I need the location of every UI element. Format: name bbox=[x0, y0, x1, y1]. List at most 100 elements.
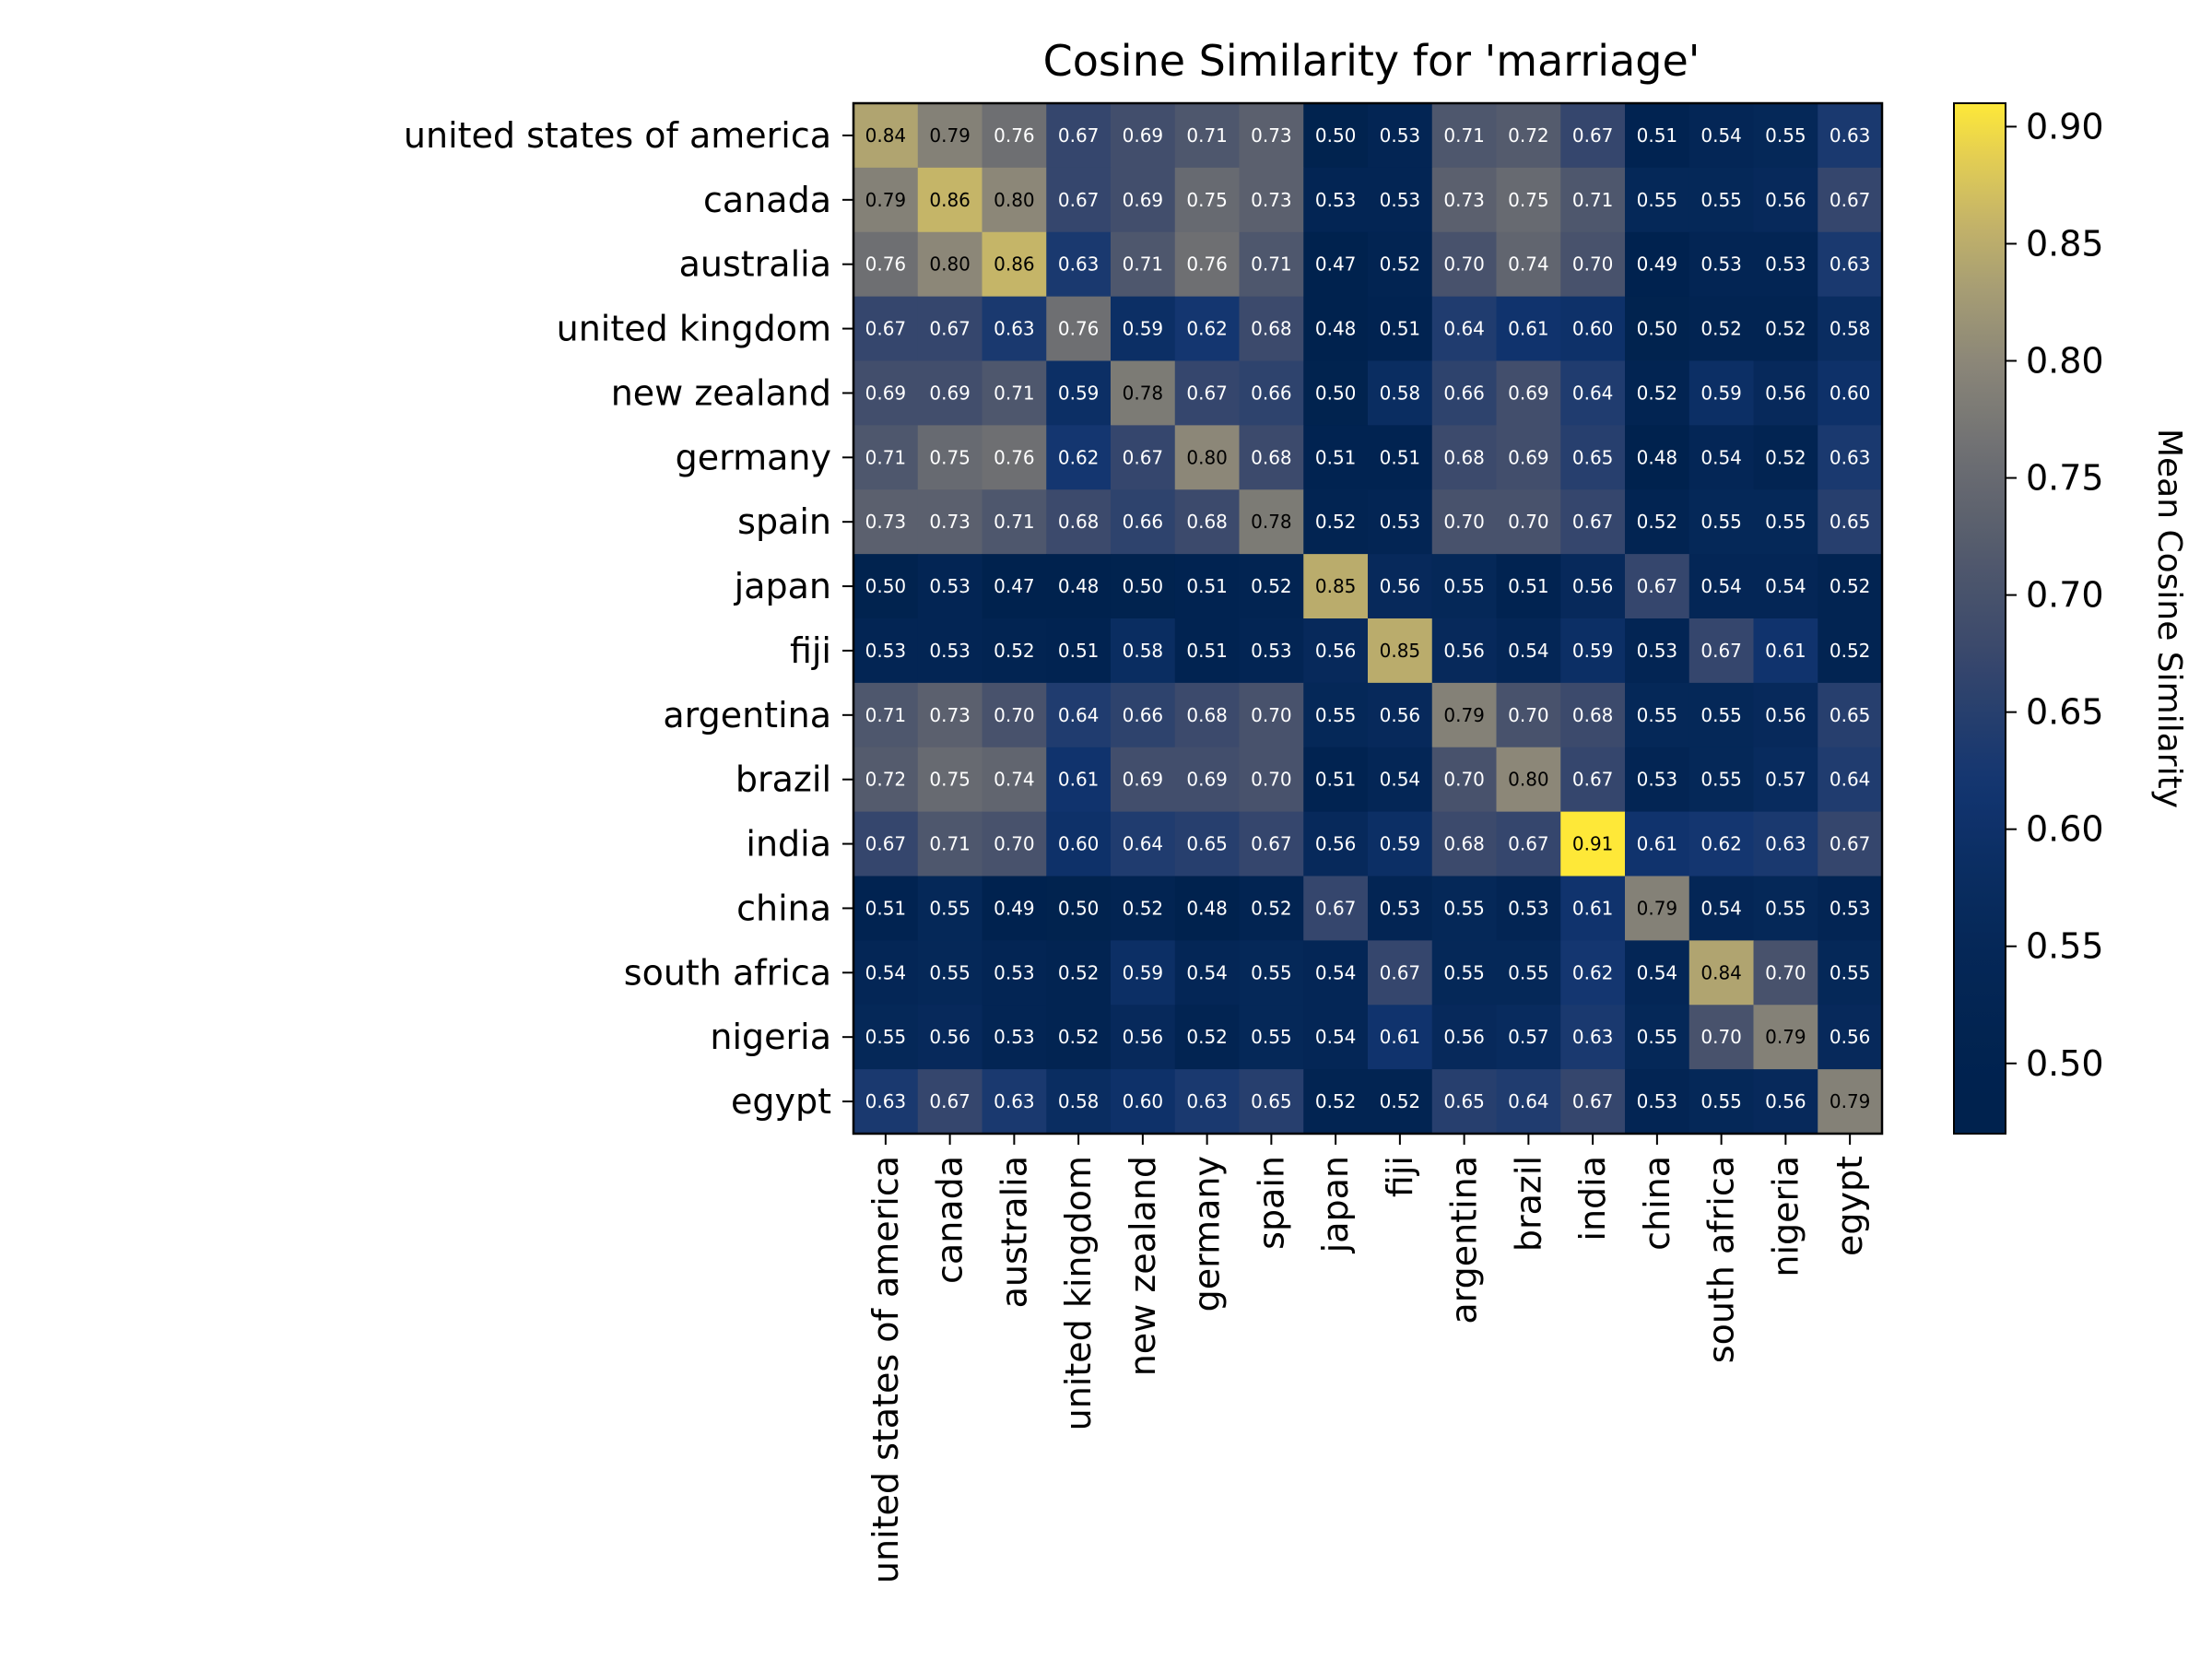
cell-value-label: 0.53 bbox=[994, 961, 1035, 983]
cell-value-label: 0.70 bbox=[1572, 253, 1614, 276]
cell-value-label: 0.64 bbox=[1508, 1090, 1549, 1112]
heatmap-cell bbox=[917, 876, 982, 941]
cell-value-label: 0.65 bbox=[1251, 1090, 1292, 1112]
heatmap-cell bbox=[1174, 554, 1240, 619]
cell-value-label: 0.58 bbox=[1380, 382, 1421, 404]
heatmap-cell bbox=[1239, 618, 1304, 684]
colorbar-tick-label: 0.55 bbox=[2026, 926, 2104, 967]
heatmap-cell bbox=[982, 940, 1047, 1006]
cell-value-label: 0.53 bbox=[1637, 640, 1678, 662]
cell-value-label: 0.51 bbox=[1380, 446, 1421, 468]
heatmap-cell bbox=[1239, 1005, 1304, 1070]
cell-value-label: 0.71 bbox=[865, 446, 907, 468]
chart-title: Cosine Similarity for 'marriage' bbox=[1043, 36, 1700, 86]
heatmap-cell bbox=[1046, 554, 1112, 619]
cell-value-label: 0.52 bbox=[1830, 640, 1871, 662]
heatmap-cell bbox=[1174, 940, 1240, 1006]
cell-value-label: 0.53 bbox=[865, 640, 907, 662]
heatmap-cell bbox=[1303, 360, 1369, 426]
heatmap-cell bbox=[1818, 618, 1883, 684]
heatmap-cell bbox=[1818, 747, 1883, 813]
cell-value-label: 0.53 bbox=[1765, 253, 1806, 276]
row-label: argentina bbox=[663, 695, 831, 735]
heatmap-cell bbox=[1368, 682, 1433, 748]
heatmap-cell bbox=[1560, 811, 1626, 877]
heatmap-cell bbox=[1111, 167, 1176, 233]
column-label: india bbox=[1572, 1156, 1613, 1241]
colorbar-tick-label: 0.50 bbox=[2026, 1043, 2104, 1084]
cell-value-label: 0.70 bbox=[1443, 253, 1485, 276]
cell-value-label: 0.49 bbox=[1637, 253, 1678, 276]
heatmap-cell bbox=[1111, 876, 1176, 941]
cell-value-label: 0.54 bbox=[1508, 640, 1549, 662]
heatmap-cell bbox=[1368, 747, 1433, 813]
row-label: fiji bbox=[790, 630, 831, 671]
cell-value-label: 0.74 bbox=[1508, 253, 1549, 276]
colorbar-tick-label: 0.90 bbox=[2026, 106, 2104, 147]
cell-value-label: 0.58 bbox=[1123, 640, 1164, 662]
heatmap-cell bbox=[1560, 167, 1626, 233]
heatmap-cell bbox=[1688, 1005, 1754, 1070]
heatmap-cell bbox=[1496, 1069, 1561, 1135]
heatmap-cell bbox=[1560, 1005, 1626, 1070]
cell-value-label: 0.51 bbox=[1637, 124, 1678, 147]
heatmap-cell bbox=[1496, 103, 1561, 169]
heatmap-cell bbox=[1560, 425, 1626, 490]
cell-value-label: 0.52 bbox=[994, 640, 1035, 662]
heatmap-cell bbox=[1818, 682, 1883, 748]
cell-value-label: 0.53 bbox=[1700, 253, 1742, 276]
column-label: spain bbox=[1251, 1156, 1291, 1250]
heatmap-cell bbox=[1560, 876, 1626, 941]
heatmap-cell bbox=[1753, 618, 1818, 684]
cell-value-label: 0.53 bbox=[1251, 640, 1292, 662]
heatmap-cell bbox=[917, 360, 982, 426]
cell-value-label: 0.70 bbox=[1443, 511, 1485, 533]
cell-value-label: 0.58 bbox=[1058, 1090, 1100, 1112]
heatmap-cell bbox=[1688, 360, 1754, 426]
heatmap-cell bbox=[1496, 489, 1561, 555]
heatmap-cell bbox=[1625, 811, 1690, 877]
heatmap-cell bbox=[1818, 489, 1883, 555]
heatmap-cell bbox=[853, 1005, 919, 1070]
heatmap-cell bbox=[1625, 940, 1690, 1006]
cell-value-label: 0.67 bbox=[1637, 575, 1678, 597]
heatmap-cell bbox=[1496, 682, 1561, 748]
heatmap-cell bbox=[1818, 1069, 1883, 1135]
cell-value-label: 0.63 bbox=[1058, 253, 1100, 276]
heatmap-cell bbox=[1625, 747, 1690, 813]
heatmap-cell bbox=[1368, 360, 1433, 426]
heatmap-cell bbox=[1046, 811, 1112, 877]
cell-value-label: 0.67 bbox=[1700, 640, 1742, 662]
cell-value-label: 0.80 bbox=[929, 253, 971, 276]
cell-value-label: 0.54 bbox=[1186, 961, 1228, 983]
cell-value-label: 0.67 bbox=[865, 318, 907, 340]
cell-value-label: 0.53 bbox=[929, 575, 971, 597]
column-label: japan bbox=[1315, 1156, 1356, 1253]
heatmap-cell bbox=[1303, 425, 1369, 490]
cell-value-label: 0.69 bbox=[1508, 382, 1549, 404]
heatmap-cell bbox=[1753, 1069, 1818, 1135]
heatmap-cell bbox=[1174, 103, 1240, 169]
heatmap-cell bbox=[1818, 296, 1883, 361]
cell-value-label: 0.91 bbox=[1572, 833, 1614, 855]
cell-value-label: 0.67 bbox=[1830, 189, 1871, 211]
heatmap-cell bbox=[1560, 489, 1626, 555]
cell-value-label: 0.55 bbox=[1765, 124, 1806, 147]
column-label: united states of america bbox=[865, 1156, 906, 1583]
cell-value-label: 0.67 bbox=[1380, 961, 1421, 983]
cell-value-label: 0.56 bbox=[1765, 1090, 1806, 1112]
heatmap-cell bbox=[1496, 231, 1561, 298]
cell-value-label: 0.61 bbox=[1637, 833, 1678, 855]
heatmap-cell bbox=[1303, 940, 1369, 1006]
row-label: germany bbox=[676, 437, 831, 477]
heatmap-cell bbox=[1818, 876, 1883, 941]
cell-value-label: 0.51 bbox=[1186, 640, 1228, 662]
heatmap-cell bbox=[1688, 811, 1754, 877]
cell-value-label: 0.49 bbox=[994, 897, 1035, 919]
heatmap-cell bbox=[1046, 1069, 1112, 1135]
heatmap-cells bbox=[853, 103, 1883, 1135]
colorbar bbox=[1953, 102, 2006, 1135]
cell-value-label: 0.60 bbox=[1830, 382, 1871, 404]
cell-value-label: 0.50 bbox=[1058, 897, 1100, 919]
